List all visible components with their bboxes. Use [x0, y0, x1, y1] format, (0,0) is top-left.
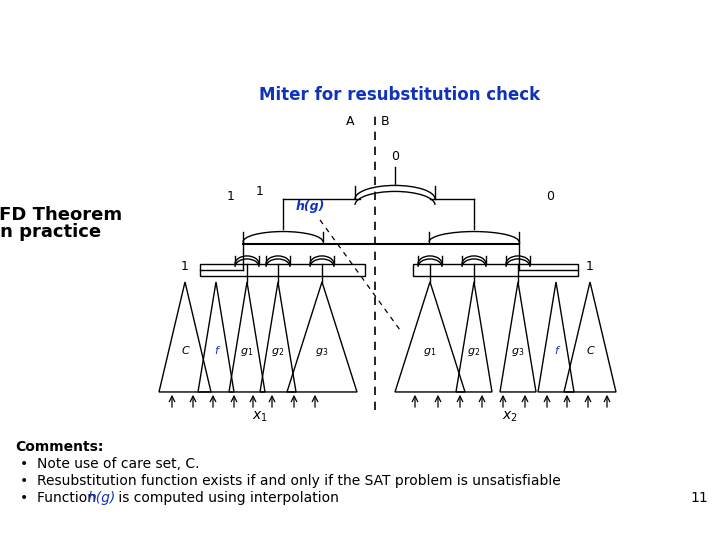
Text: 1: 1 [586, 260, 594, 273]
Text: $g_2$: $g_2$ [271, 346, 284, 358]
Text: •  Note use of care set, C.: • Note use of care set, C. [20, 457, 199, 471]
Text: $x_2$: $x_2$ [502, 410, 518, 424]
Text: •  Function: • Function [20, 491, 100, 505]
Text: $g_1$: $g_1$ [240, 346, 253, 358]
Text: SPFD Theorem: SPFD Theorem [0, 206, 122, 224]
Text: B: B [381, 115, 390, 128]
Text: C: C [586, 346, 594, 356]
Text: $g_1$: $g_1$ [423, 346, 436, 358]
Text: f: f [214, 346, 218, 356]
Text: 1: 1 [256, 185, 264, 198]
Bar [413, 264, 578, 276]
Text: 0: 0 [546, 190, 554, 203]
Bar [200, 264, 365, 276]
Text: in practice: in practice [0, 223, 102, 241]
Text: h(g): h(g) [88, 491, 116, 505]
Text: 11: 11 [690, 491, 708, 505]
Text: $g_3$: $g_3$ [511, 346, 525, 358]
Text: A: A [346, 115, 354, 128]
Text: is computed using interpolation: is computed using interpolation [114, 491, 339, 505]
Text: h(g): h(g) [295, 200, 325, 213]
Text: $g_3$: $g_3$ [315, 346, 328, 358]
Text: f: f [554, 346, 558, 356]
Text: Miter for resubstitution check: Miter for resubstitution check [259, 86, 541, 104]
Text: 1: 1 [181, 260, 189, 273]
Text: $g_2$: $g_2$ [467, 346, 481, 358]
Text: $x_1$: $x_1$ [252, 410, 268, 424]
Text: Comments:: Comments: [15, 440, 104, 454]
Text: Checking Resubstitution using SAT: Checking Resubstitution using SAT [13, 21, 720, 63]
Text: 0: 0 [391, 150, 399, 163]
Text: C: C [181, 346, 189, 356]
Text: 1: 1 [227, 190, 235, 203]
Text: •  Resubstitution function exists if and only if the SAT problem is unsatisfiabl: • Resubstitution function exists if and … [20, 474, 561, 488]
